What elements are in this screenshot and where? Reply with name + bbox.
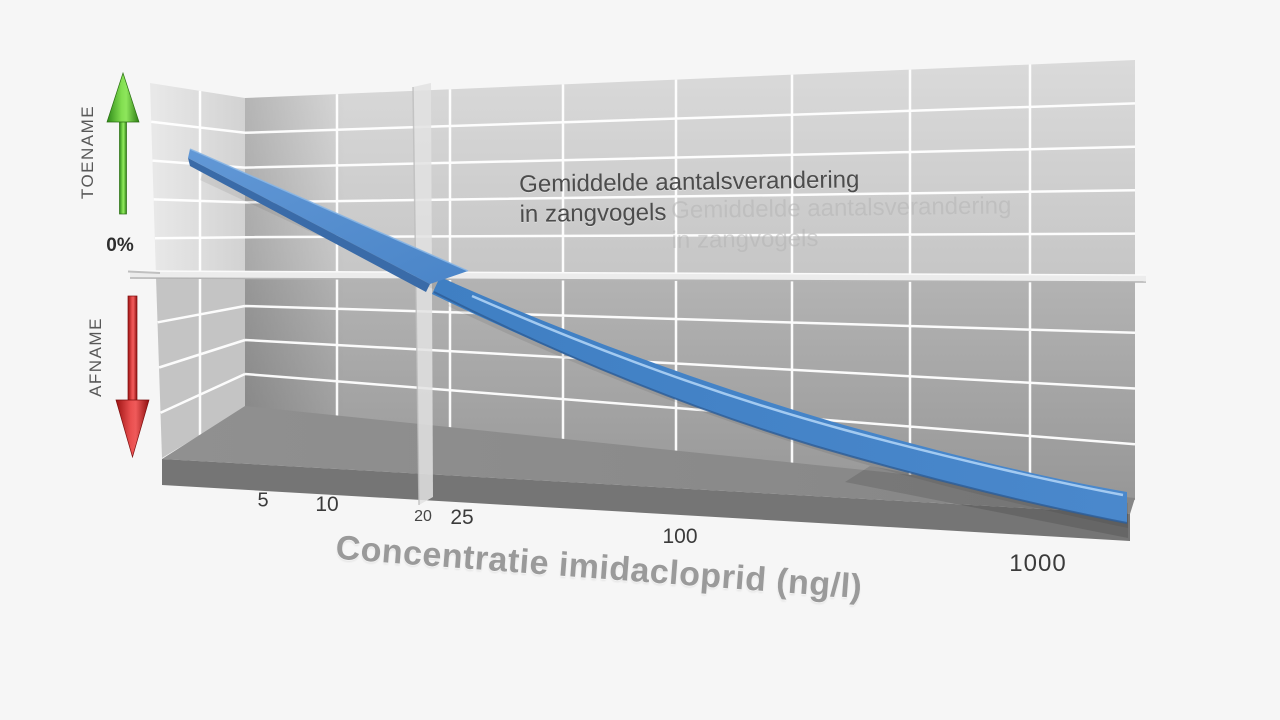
zero-plane-highlight [129, 270, 1147, 276]
zero-plane-shadow-edge [129, 277, 1147, 283]
ribbon-upper-top-face [188, 149, 468, 284]
ribbon-upper-front-edge [188, 158, 430, 292]
annotation-line1: Gemiddelde aantalsverandering [519, 166, 860, 198]
increase-arrow-icon [106, 71, 140, 215]
increase-label: TOENAME [78, 104, 97, 200]
annotation-line2: in zangvogels [519, 198, 667, 228]
floor-top [162, 406, 1135, 514]
zero-percent-label: 0% [106, 235, 134, 256]
divider-plane-edge [412, 86, 420, 506]
back-wall-above-zero [245, 60, 1135, 277]
decrease-arrow-icon [115, 295, 150, 459]
x-tick-10: 10 [315, 493, 339, 516]
ribbon-highlight-ridge [471, 294, 1124, 497]
ribbon-lower-segment [432, 277, 1127, 523]
ribbon-dark-bottom-edge [433, 291, 1128, 524]
zero-tick [127, 270, 161, 274]
ribbon-upper-highlight-edge [189, 148, 469, 272]
x-tick-5: 5 [257, 489, 269, 512]
x-tick-100: 100 [662, 525, 698, 548]
corner-shading [245, 94, 345, 418]
decrease-label: AFNAME [86, 317, 105, 397]
x-tick-25: 25 [450, 506, 474, 529]
left-wall-upper [150, 83, 245, 277]
zero-percent-plane [130, 271, 1146, 282]
ribbon-floor-shadow [845, 466, 1128, 538]
floor-front [162, 459, 1130, 541]
x-tick-1000: 1000 [1009, 550, 1067, 577]
x-tick-20: 20 [414, 508, 432, 525]
annotation: Gemiddelde aantalsverandering in zangvog… [519, 165, 860, 230]
wall-gridlines [151, 64, 1136, 490]
